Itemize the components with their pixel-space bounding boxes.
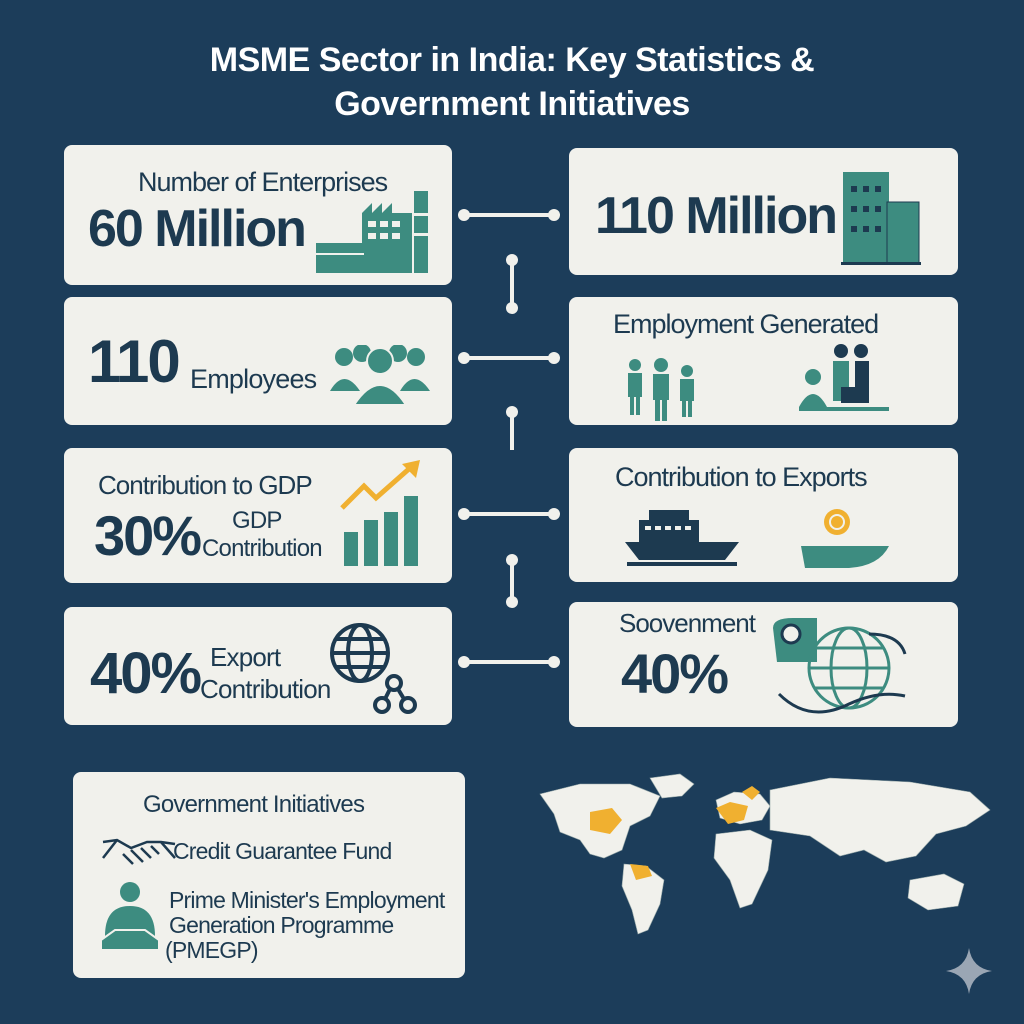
title-line-2: Government Initiatives <box>334 85 690 123</box>
globe-network-icon <box>330 623 417 714</box>
soovenment-value: 40% <box>621 642 729 705</box>
handshake-icon <box>102 838 176 865</box>
export-value: 40% <box>90 641 202 706</box>
employment-label: Employment Generated <box>613 309 879 339</box>
initiative-pmegp-line-1: Prime Minister's Employment <box>169 887 445 913</box>
person-handshake-icon <box>100 882 160 951</box>
title-line-1: MSME Sector in India: Key Statistics & <box>209 41 815 79</box>
gdp-value: 30% <box>94 504 202 567</box>
enterprises-card: Number of Enterprises 60 Million <box>64 145 452 285</box>
page-title: MSME Sector in India: Key Statistics & Go… <box>0 38 1024 126</box>
workers-icon <box>628 358 694 421</box>
enterprises-value: 60 Million <box>88 200 307 258</box>
world-map <box>539 773 991 935</box>
exports-card: Contribution to Exports <box>569 448 958 582</box>
sparkle-icon <box>946 948 992 994</box>
exports-label: Contribution to Exports <box>615 462 868 492</box>
export-goods-ship-icon <box>801 509 889 568</box>
soovenment-card: Soovenment 40% <box>569 602 958 727</box>
initiative-credit-guarantee: Credit Guarantee Fund <box>173 838 392 864</box>
employment-card: Employment Generated <box>569 297 958 425</box>
employees-card: 110 Employees <box>64 297 452 425</box>
initiatives-heading: Government Initiatives <box>143 791 365 818</box>
initiative-pmegp-line-3: (PMEGP) <box>165 937 259 963</box>
gdp-sub-1: GDP <box>232 507 282 534</box>
export-contribution-card: 40% Export Contribution <box>64 607 452 725</box>
employees-label: Employees <box>190 364 317 394</box>
million-110-card: 110 Million <box>569 148 958 275</box>
employees-value: 110 <box>88 328 181 395</box>
globe-location-icon <box>773 618 907 714</box>
million-110-value: 110 Million <box>595 187 838 245</box>
gdp-label: Contribution to GDP <box>98 470 313 500</box>
gdp-card: Contribution to GDP 30% GDP Contribution <box>64 448 452 583</box>
initiative-pmegp-line-2: Generation Programme <box>169 912 394 938</box>
export-sub-1: Export <box>210 642 281 672</box>
factory-icon <box>316 191 428 273</box>
bar-chart-growth-icon <box>340 460 420 566</box>
office-workers-icon <box>799 344 889 411</box>
export-sub-2: Contribution <box>200 674 331 704</box>
cargo-ship-icon <box>625 510 739 566</box>
soovenment-label: Soovenment <box>619 608 756 638</box>
gdp-sub-2: Contribution <box>202 535 323 562</box>
enterprises-label: Number of Enterprises <box>138 167 388 197</box>
initiatives-card: Government Initiatives Credit Guarantee … <box>73 772 465 978</box>
office-building-icon <box>841 172 921 265</box>
group-people-icon <box>330 345 430 406</box>
